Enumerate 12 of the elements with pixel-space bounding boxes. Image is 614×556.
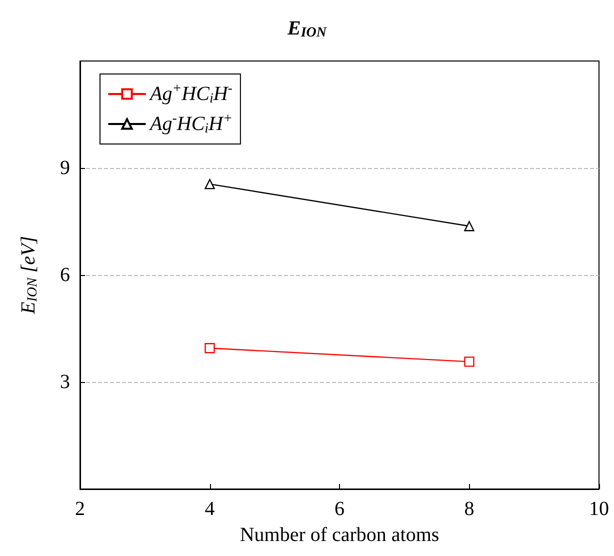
y-tick-label: 9	[60, 157, 70, 179]
x-tick-label: 2	[75, 498, 85, 520]
y-axis-title: EION [eV]	[18, 236, 40, 315]
x-tick-label: 4	[204, 498, 215, 520]
x-tick-label: 6	[334, 498, 344, 520]
point	[464, 356, 474, 367]
x-tick-label: 10	[589, 498, 609, 520]
x-tick-label: 8	[464, 498, 474, 520]
point	[204, 343, 215, 354]
y-tick-label: 6	[60, 264, 70, 286]
y-tick-label: 3	[60, 371, 70, 393]
x-axis-title: Number of carbon atoms	[240, 524, 440, 546]
